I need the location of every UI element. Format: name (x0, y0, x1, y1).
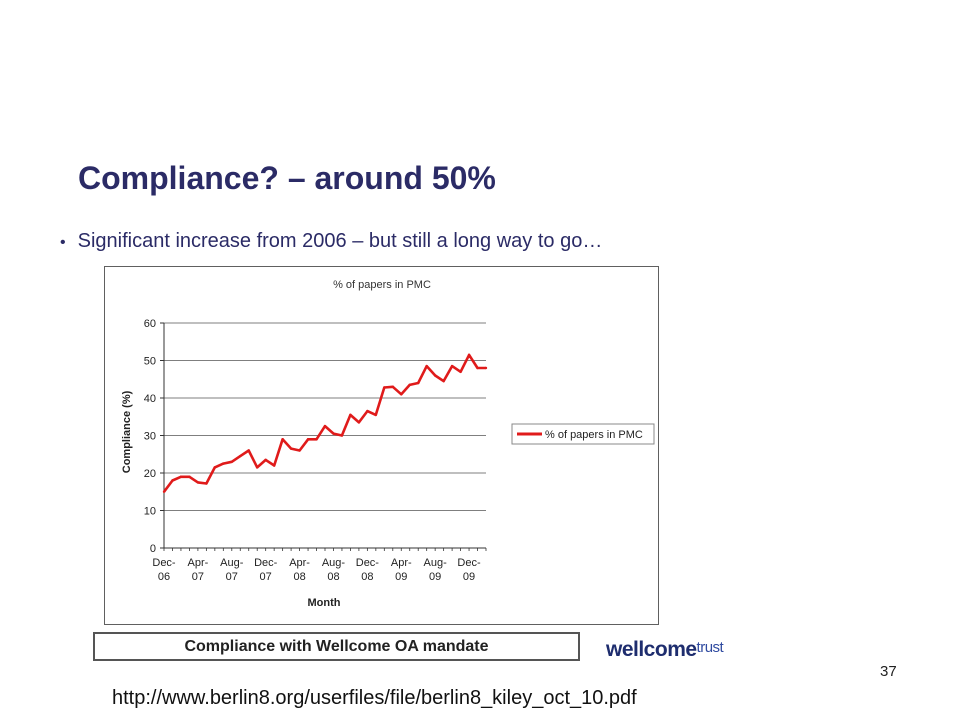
data-point (332, 432, 335, 435)
data-point (171, 479, 174, 482)
data-point (366, 409, 369, 413)
data-point (357, 421, 361, 424)
data-point (349, 413, 352, 417)
slide-title: Compliance? – around 50% (78, 160, 496, 196)
bullet-text: Significant increase from 2006 – but sti… (77, 230, 603, 252)
gridlines (160, 322, 486, 549)
data-point (239, 454, 242, 458)
data-point (188, 475, 191, 478)
y-tick-labels: 0 10 20 30 40 50 60 (144, 318, 156, 555)
y-axis-label: Compliance (%) (121, 390, 133, 473)
data-point (374, 413, 378, 417)
data-point (162, 490, 166, 493)
data-point (298, 449, 301, 452)
data-point (222, 462, 225, 465)
data-point (340, 434, 344, 437)
x-tick-label: Aug- (424, 557, 448, 569)
x-tick-label: Dec- (152, 557, 176, 569)
x-tick-label: Apr- (391, 557, 412, 569)
data-point (247, 449, 250, 452)
chart-frame: % of papers in PMC 0 10 20 30 40 50 60 Dec- 06 A… (104, 266, 659, 625)
y-tick-label: 60 (144, 318, 156, 330)
data-point (256, 466, 259, 469)
legend: % of papers in PMC (511, 423, 655, 445)
x-tick-label: Dec- (457, 557, 481, 569)
data-point (467, 353, 471, 357)
x-tick-label: Apr- (289, 557, 310, 569)
data-point (196, 481, 200, 484)
data-point (450, 364, 454, 368)
data-point (383, 386, 386, 389)
data-point (179, 475, 183, 478)
x-tick-label: 07 (226, 571, 238, 583)
x-tick-label: 09 (429, 571, 441, 583)
data-point (264, 458, 267, 462)
data-point (272, 464, 276, 467)
logo-word: wellcome (606, 638, 697, 661)
x-tick-label: Dec- (254, 557, 278, 569)
data-point (323, 424, 327, 428)
y-tick-label: 20 (144, 468, 156, 480)
x-tick-label: 09 (463, 571, 475, 583)
data-point (433, 374, 437, 377)
data-point (442, 379, 445, 383)
x-tick-label: 06 (158, 571, 170, 583)
y-tick-label: 40 (144, 393, 156, 405)
data-point (391, 385, 394, 388)
data-point (306, 438, 310, 441)
x-tick-label: 07 (192, 571, 204, 583)
y-tick-label: 50 (144, 356, 156, 368)
compliance-chart: % of papers in PMC 0 10 20 30 40 50 60 Dec- 06 A… (121, 279, 655, 609)
bullet-point: • Significant increase from 2006 – but s… (60, 230, 602, 253)
x-tick-label: Dec- (356, 557, 380, 569)
data-point (425, 364, 428, 368)
data-point (213, 466, 217, 469)
legend-label: % of papers in PMC (545, 429, 643, 441)
data-point (484, 366, 488, 370)
source-url: http://www.berlin8.org/userfiles/file/be… (112, 687, 637, 709)
x-tick-label: 08 (327, 571, 339, 583)
axes (163, 323, 487, 551)
series-line-pmc (162, 353, 486, 493)
data-point (400, 393, 403, 396)
data-point (408, 383, 411, 387)
legend-box (511, 423, 655, 445)
data-point (289, 447, 293, 450)
data-point (281, 438, 284, 441)
data-point (459, 370, 462, 373)
x-tick-label: 08 (293, 571, 305, 583)
data-point (230, 460, 233, 463)
x-tick-labels: Dec- 06 Apr- 07 Aug- 07 Dec- 07 Apr- 08 Aug- 08 Dec-… (152, 557, 481, 583)
x-tick-label: Apr- (188, 557, 209, 569)
x-tick-label: 08 (361, 571, 373, 583)
x-tick-label: Aug- (220, 557, 244, 569)
data-point (205, 482, 208, 485)
y-tick-label: 30 (144, 431, 156, 443)
x-tick-label: Aug- (322, 557, 346, 569)
y-tick-label: 10 (144, 506, 156, 518)
chart-title: % of papers in PMC (333, 279, 431, 291)
x-tick-label: 09 (395, 571, 407, 583)
y-tick-label: 0 (150, 543, 156, 555)
chart-caption: Compliance with Wellcome OA mandate (93, 632, 580, 661)
x-tick-label: 07 (260, 571, 272, 583)
page-number: 37 (880, 663, 897, 680)
data-point (476, 366, 479, 370)
series-lines (162, 353, 488, 493)
data-point (417, 381, 420, 385)
data-point (315, 438, 318, 441)
bullet-icon: • (60, 234, 66, 251)
x-axis-label: Month (308, 597, 341, 609)
wellcome-trust-logo: wellcometrust (606, 638, 724, 662)
logo-suffix: trust (696, 639, 724, 656)
